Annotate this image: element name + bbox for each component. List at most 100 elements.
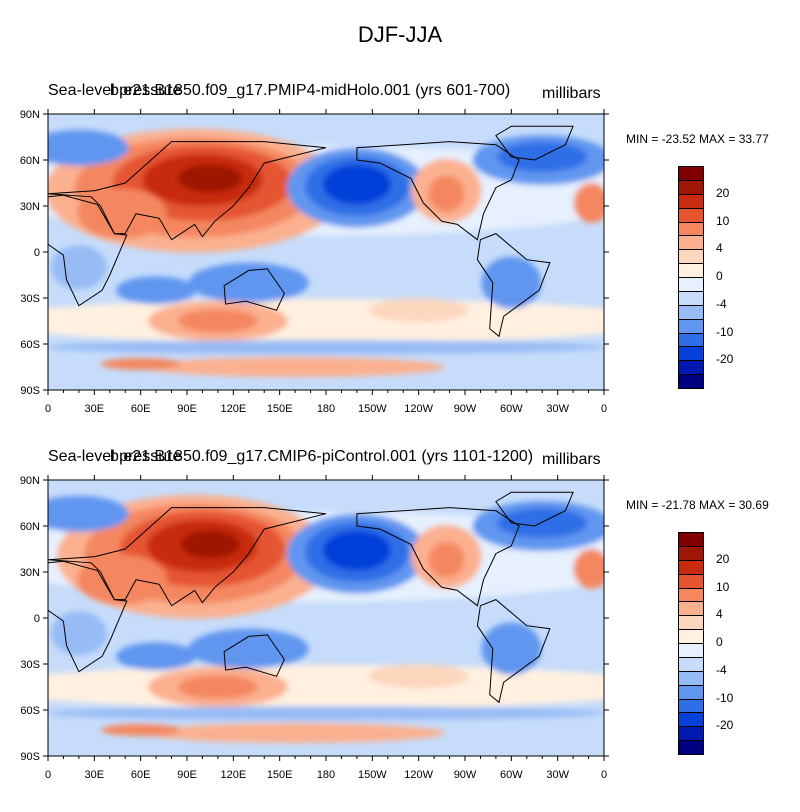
antarctic-high [100,357,181,370]
colorbar-swatch [678,545,704,561]
colorbar-swatch [678,207,704,223]
lon-tick-label: 0 [45,403,51,415]
lat-tick-label: 90S [20,751,40,763]
south-indian-high [177,309,258,333]
lon-tick-label: 60E [131,403,151,415]
colorbar-label: 20 [716,551,730,566]
south-pacific-high [368,664,469,689]
map-plot: 90N 60N 30N 0 30S 60S 90S 0 30E 60E 90E 120E 150E 180… [20,475,609,781]
lon-tick-label: 120W [404,403,433,415]
lon-tick-label: 0 [601,403,607,415]
colorbar-label: 4 [716,607,723,622]
lon-tick-label: 60W [500,403,523,415]
colorbar-label: 0 [716,635,723,649]
australia-low [188,628,309,669]
namerica-high [428,541,465,578]
colorbar-label: -10 [716,690,734,705]
lat-tick-label: 60S [20,339,40,351]
samerica-low [481,256,542,309]
lat-tick-label: 30N [20,201,40,213]
lon-tick-label: 180 [317,403,335,415]
antarctic-high [100,723,181,736]
colorbar-swatch [678,263,704,278]
colorbar-swatch [678,656,704,672]
colorbar-swatch [678,318,704,334]
south-pacific-high [368,298,469,323]
colorbar-swatch [678,360,704,376]
southern-ocean-band [48,340,604,355]
indian-low [116,276,197,305]
africa-high [77,554,168,605]
colorbar-swatch [678,643,704,658]
colorbar-swatch [678,559,704,575]
coastline-samerica [476,599,551,704]
atlantic-low [497,507,588,538]
colorbar-swatch [678,290,704,306]
lat-tick-label: 90S [20,385,40,397]
arctic-low [48,129,129,166]
samerica-low [481,622,542,675]
colorbar-label: 0 [716,269,723,283]
lon-tick-label: 0 [45,769,51,781]
colorbar-label: -20 [716,718,734,733]
lat-tick-label: 0 [34,613,40,625]
coastline-greenland [495,491,574,527]
coastline-australia [223,634,285,677]
colorbar-swatch [678,712,704,728]
field-band [48,299,604,343]
coastline-africa [48,560,128,673]
colorbar-swatch [678,166,704,181]
lat-tick-label: 30N [20,567,40,579]
figure-title: DJF-JJA [357,22,443,47]
colorbar-label: 20 [716,185,730,200]
panel-title-units: millibars [542,85,601,102]
colorbar-swatch [678,601,704,617]
colorbar-swatch [678,532,704,547]
colorbar-swatch [678,235,704,251]
colorbar-swatch [678,726,704,742]
coastline-australia [223,268,285,311]
africa-high [77,188,168,239]
colorbar-swatch [678,249,704,265]
africa-low [50,611,107,656]
indian-low [116,642,197,671]
colorbar-swatch [678,587,704,603]
colorbar-swatch [678,179,704,195]
eurasia-high [178,164,243,193]
southern-ocean-band [48,706,604,721]
atlantic-low [497,141,588,172]
panel-title-variable: Sea-level pressure [48,82,182,99]
lat-tick-label: 0 [34,247,40,259]
colorbar-swatch [678,304,704,320]
min-max-readout: MIN = -23.52 MAX = 33.77 [626,132,769,146]
lon-tick-label: 180 [317,769,335,781]
colorbar-swatch [678,740,704,755]
colorbar-swatch [678,629,704,644]
antarctic-high [145,723,446,743]
lon-tick-label: 30E [85,769,105,781]
colorbar-swatch [678,615,704,631]
lat-tick-label: 60N [20,521,40,533]
coastline-africa [48,194,128,307]
antarctic-high [145,357,446,377]
pacific-low [322,164,391,205]
colorbar-swatch [678,374,704,389]
lon-tick-label: 150W [358,403,387,415]
australia-low [188,262,309,303]
colorbar-swatch [678,684,704,700]
colorbar-swatch [678,573,704,589]
coastline-greenland [495,125,574,161]
lon-tick-label: 120E [220,769,246,781]
south-indian-high [177,675,258,699]
lon-tick-label: 90W [454,769,477,781]
colorbar: 20 10 4 0 -4 -10 -20 [678,166,758,389]
africa-low [50,245,107,290]
lon-tick-label: 120E [220,403,246,415]
lat-tick-label: 60N [20,155,40,167]
coastline-samerica [476,233,551,338]
colorbar-label: 4 [716,241,723,256]
arctic-low [48,495,129,532]
pacific-low [322,530,391,571]
colorbar-swatch [678,346,704,362]
lon-tick-label: 30W [546,403,569,415]
